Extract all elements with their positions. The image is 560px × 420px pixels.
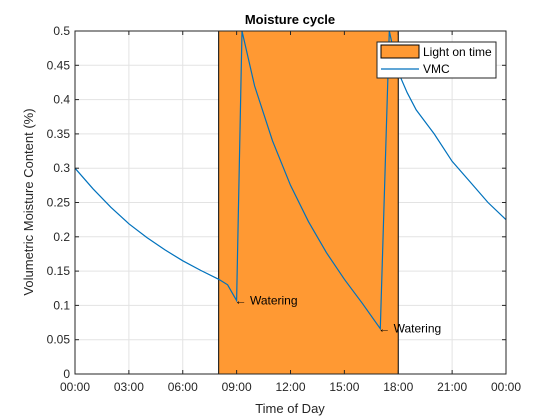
y-tick-label: 0.1: [53, 298, 70, 312]
vmc-line: [74, 30, 507, 331]
x-axis-label: Time of Day: [255, 401, 325, 416]
legend-label-vmc: VMC: [423, 62, 450, 76]
legend-label-light: Light on time: [423, 45, 492, 59]
light-on-time-band: [218, 30, 399, 375]
y-tick-label: 0.35: [47, 127, 71, 141]
chart-title: Moisture cycle: [245, 12, 335, 27]
legend-swatch-light: [380, 44, 420, 59]
y-tick-label: 0.15: [47, 264, 71, 278]
y-axis-label: Volumetric Moisture Content (%): [21, 108, 36, 295]
y-tick-label: 0.45: [47, 58, 71, 72]
x-tick-label: 18:00: [383, 380, 413, 394]
x-tick-label: 06:00: [168, 380, 198, 394]
watering-annotation: ← Watering: [378, 322, 441, 336]
x-tick-label: 09:00: [222, 380, 252, 394]
x-tick-label: 00:00: [491, 380, 521, 394]
y-tick-label: 0.5: [53, 24, 70, 38]
y-tick-label: 0.05: [47, 333, 71, 347]
x-tick-label: 21:00: [437, 380, 467, 394]
y-tick-label: 0.2: [53, 230, 70, 244]
y-tick-label: 0.25: [47, 196, 71, 210]
x-tick-label: 15:00: [329, 380, 359, 394]
y-tick-label: 0.4: [53, 93, 70, 107]
x-tick-label: 00:00: [60, 380, 90, 394]
x-tick-label: 03:00: [114, 380, 144, 394]
x-tick-label: 12:00: [275, 380, 305, 394]
y-tick-label: 0.3: [53, 161, 70, 175]
watering-annotation: ← Watering: [235, 294, 298, 308]
y-tick-label: 0: [63, 367, 70, 381]
